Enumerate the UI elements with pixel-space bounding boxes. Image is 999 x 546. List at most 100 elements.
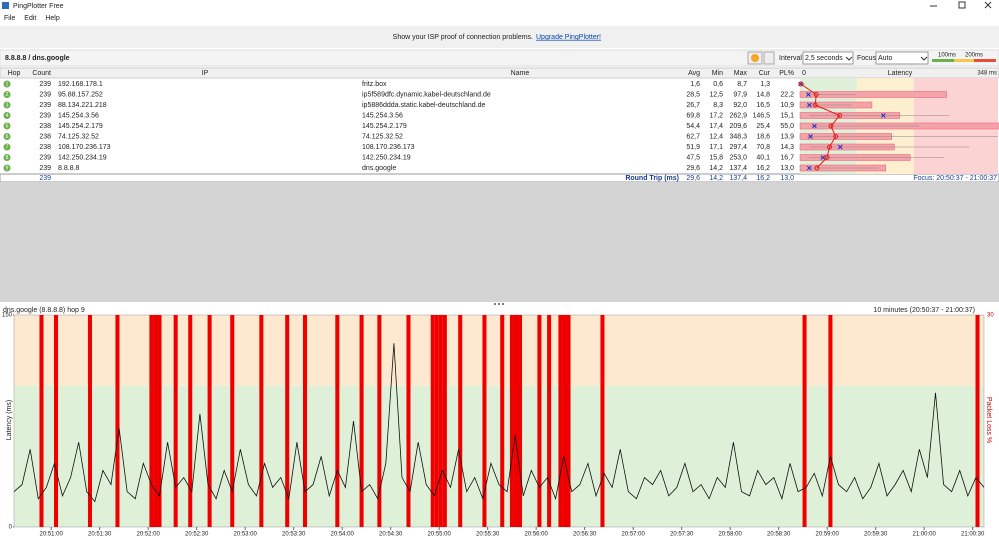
loss-bar: [153, 315, 158, 527]
latency-scale-max: 348 ms: [977, 71, 997, 77]
legend-threshold: 200ms: [965, 53, 983, 59]
avg-cell: 47,5: [686, 154, 700, 161]
cur-cell: 70,8: [756, 144, 770, 151]
y-axis-label: Latency (ms): [6, 400, 13, 440]
column-header[interactable]: Hop: [8, 70, 21, 77]
avg-marker: [824, 155, 830, 160]
min-cell: 12,4: [709, 133, 723, 140]
y2-axis-label: Packet Loss %: [985, 397, 992, 443]
count: 238: [39, 123, 51, 130]
x-tick-label: 20:58:30: [767, 532, 791, 538]
focus-value: Auto: [878, 55, 893, 62]
column-header[interactable]: IP: [202, 70, 209, 77]
column-header[interactable]: PL%: [779, 70, 794, 77]
max-cell: 209,6: [729, 123, 747, 130]
loss-bar: [547, 315, 552, 527]
x-tick-label: 20:52:00: [137, 532, 161, 538]
pl-cell: 55,0: [780, 123, 794, 130]
ip: 74.125.32.52: [58, 133, 99, 140]
hop: 6: [6, 134, 9, 140]
min-cell: 15,8: [709, 154, 723, 161]
column-header[interactable]: Min: [712, 70, 723, 77]
loss-bar: [302, 315, 308, 527]
x-tick-label: 20:55:30: [476, 532, 500, 538]
avg-cell: 26,7: [686, 102, 700, 109]
column-header[interactable]: Name: [511, 70, 530, 77]
count: 239: [39, 102, 51, 109]
avg-marker: [827, 144, 833, 150]
avg-cell: 1,6: [690, 81, 700, 88]
ip: 8.8.8.8: [58, 165, 80, 172]
loss-bar: [230, 315, 235, 527]
avg-cell: 69,8: [686, 112, 700, 119]
column-header[interactable]: Cur: [759, 70, 771, 77]
loss-bar: [799, 91, 947, 98]
legend-green: [932, 59, 954, 62]
loss-bar: [537, 315, 542, 527]
y2-tick-label: 30: [987, 313, 994, 319]
cur-marker: [808, 134, 813, 139]
legend-yellow: [954, 59, 974, 62]
count: 239: [39, 165, 51, 172]
count: 238: [39, 144, 51, 151]
hop: 5: [6, 123, 9, 129]
summary-min: 14,2: [709, 175, 723, 182]
summary-avg: 29,6: [686, 175, 700, 182]
loss-bar: [359, 315, 364, 527]
loss-bar: [442, 315, 447, 527]
loss-bar: [975, 315, 980, 527]
hop: 9: [6, 165, 9, 171]
pl-cell: 13,9: [780, 133, 794, 140]
loss-bar: [434, 315, 439, 527]
loss-bar: [828, 315, 833, 527]
count: 239: [39, 154, 51, 161]
cur-marker: [837, 144, 843, 150]
banner-text: Show your ISP proof of connection proble…: [393, 34, 533, 41]
x-tick-label: 20:53:30: [282, 532, 306, 538]
ip: 108.170.236.173: [58, 144, 111, 151]
column-header[interactable]: Max: [734, 70, 748, 77]
avg-marker: [814, 165, 820, 171]
column-header[interactable]: Latency: [888, 70, 913, 77]
name: 108.170.236.173: [362, 144, 415, 151]
max-cell: 348,3: [729, 133, 747, 140]
cur-cell: 40,1: [756, 154, 770, 161]
interval-select[interactable]: [802, 51, 854, 65]
legend-threshold: 100ms: [938, 53, 956, 59]
count: 239: [39, 91, 51, 98]
menu-item[interactable]: Help: [45, 15, 60, 22]
loss-bar: [377, 315, 382, 527]
count: 239: [39, 112, 51, 119]
loss-bar: [430, 315, 435, 527]
menu-button[interactable]: [763, 51, 775, 65]
empty-area: [0, 182, 999, 302]
cur-cell: 25,4: [756, 123, 770, 130]
menu-item[interactable]: Edit: [24, 15, 36, 22]
min-cell: 17,1: [709, 144, 723, 151]
loss-bar: [600, 315, 605, 527]
column-header[interactable]: Avg: [688, 70, 700, 77]
loss-bar: [500, 315, 505, 527]
loss-bar: [509, 315, 514, 527]
ip: 142.250.234.19: [58, 154, 107, 161]
summary-focus: Focus: 20:50:37 - 21:00:37: [913, 175, 997, 182]
ip: 145.254.2.179: [58, 123, 103, 130]
hop: 4: [6, 113, 9, 119]
max-cell: 262,9: [729, 112, 747, 119]
loss-bar: [188, 315, 193, 527]
column-header[interactable]: Count: [32, 70, 51, 77]
splitter[interactable]: [494, 303, 504, 305]
name: ip5f589dfc.dynamic.kabel-deutschland.de: [362, 91, 491, 98]
window-controls[interactable]: [930, 1, 992, 9]
focus-label: Focus: [857, 55, 877, 62]
min-cell: 17,4: [709, 123, 723, 130]
summary-label: Round Trip (ms): [625, 175, 679, 182]
upgrade-link[interactable]: Upgrade PingPlotter!: [536, 34, 601, 41]
avg-cell: 62,7: [686, 133, 700, 140]
avg-cell: 28,5: [686, 91, 700, 98]
loss-bar: [802, 315, 807, 527]
loss-bar: [259, 315, 264, 527]
menu-item[interactable]: File: [4, 15, 15, 22]
name: fritz.box: [362, 81, 387, 88]
focus-select[interactable]: [875, 51, 929, 65]
